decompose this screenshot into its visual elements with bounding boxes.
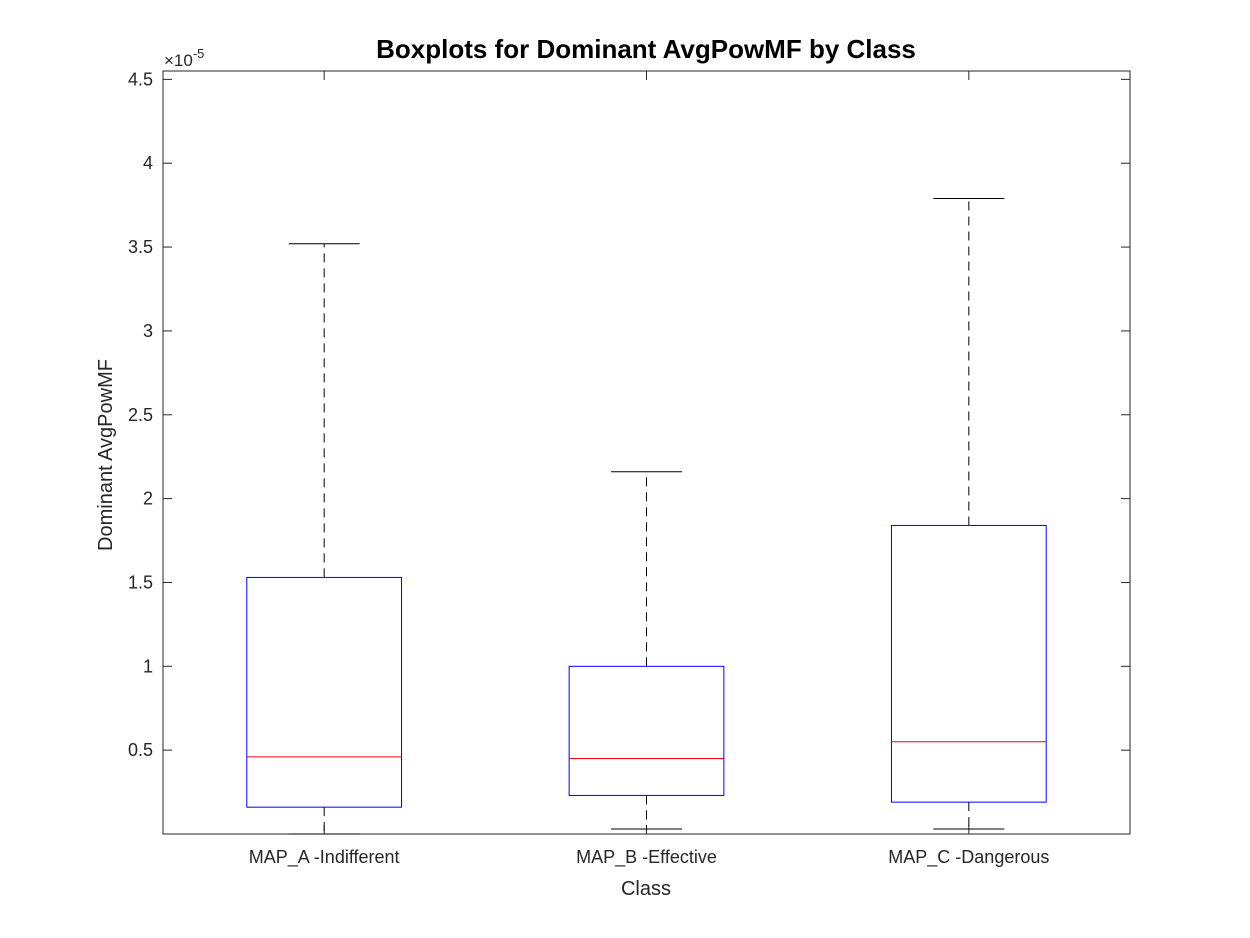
x-tick-label: MAP_A -Indifferent [249, 847, 400, 868]
box-group [568, 471, 725, 830]
x-tick-label: MAP_B -Effective [576, 847, 717, 868]
y-tick-label: 3.5 [128, 237, 153, 257]
y-tick-label: 1 [143, 656, 153, 676]
y-tick-label: 4.5 [128, 69, 153, 89]
y-tick-label: 2.5 [128, 405, 153, 425]
y-exponent-label: ×10-5 [164, 46, 204, 70]
box-group [246, 243, 403, 835]
box-iqr [246, 576, 403, 808]
y-tick-label: 0.5 [128, 740, 153, 760]
y-tick-label: 4 [143, 153, 153, 173]
y-axis-label: Dominant AvgPowMF [95, 359, 117, 551]
x-tick-label: MAP_C -Dangerous [888, 847, 1049, 868]
box-iqr [568, 665, 725, 796]
box-group [890, 197, 1047, 830]
plot-area-frame [162, 70, 1131, 835]
x-axis-label: Class [621, 878, 671, 900]
box-iqr [890, 524, 1047, 803]
y-tick-label: 1.5 [128, 572, 153, 592]
chart-title: Boxplots for Dominant AvgPowMF by Class [376, 34, 916, 64]
y-tick-label: 2 [143, 489, 153, 509]
y-tick-label: 3 [143, 321, 153, 341]
